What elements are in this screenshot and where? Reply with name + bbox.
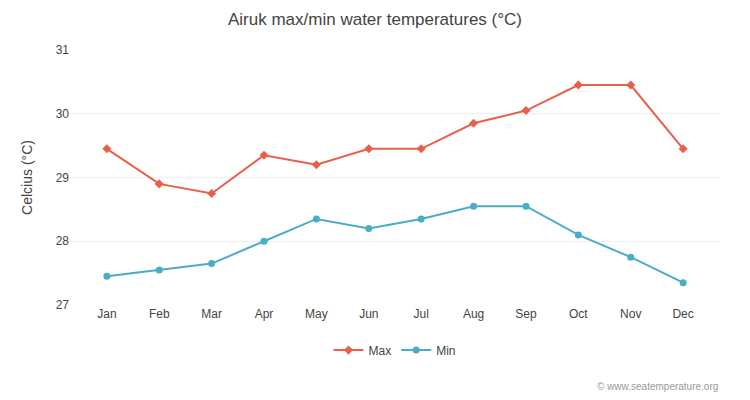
svg-text:Jul: Jul xyxy=(414,307,429,321)
svg-text:30: 30 xyxy=(56,107,70,121)
svg-text:Airuk max/min water temperatur: Airuk max/min water temperatures (°C) xyxy=(228,10,522,29)
svg-text:Aug: Aug xyxy=(463,307,484,321)
svg-text:Dec: Dec xyxy=(672,307,693,321)
svg-text:28: 28 xyxy=(56,234,70,248)
svg-text:Sep: Sep xyxy=(515,307,537,321)
svg-text:Nov: Nov xyxy=(620,307,641,321)
svg-text:Feb: Feb xyxy=(149,307,170,321)
svg-text:29: 29 xyxy=(56,171,70,185)
svg-text:31: 31 xyxy=(56,43,70,57)
svg-text:Apr: Apr xyxy=(255,307,274,321)
svg-text:Min: Min xyxy=(436,344,455,358)
svg-text:May: May xyxy=(305,307,328,321)
svg-text:© www.seatemperature.org: © www.seatemperature.org xyxy=(597,381,718,392)
svg-text:27: 27 xyxy=(56,298,70,312)
svg-text:Max: Max xyxy=(369,344,392,358)
svg-text:Jan: Jan xyxy=(97,307,116,321)
svg-text:Mar: Mar xyxy=(201,307,222,321)
svg-text:Celcius (°C): Celcius (°C) xyxy=(19,140,35,215)
svg-text:Jun: Jun xyxy=(359,307,378,321)
svg-text:Oct: Oct xyxy=(569,307,588,321)
